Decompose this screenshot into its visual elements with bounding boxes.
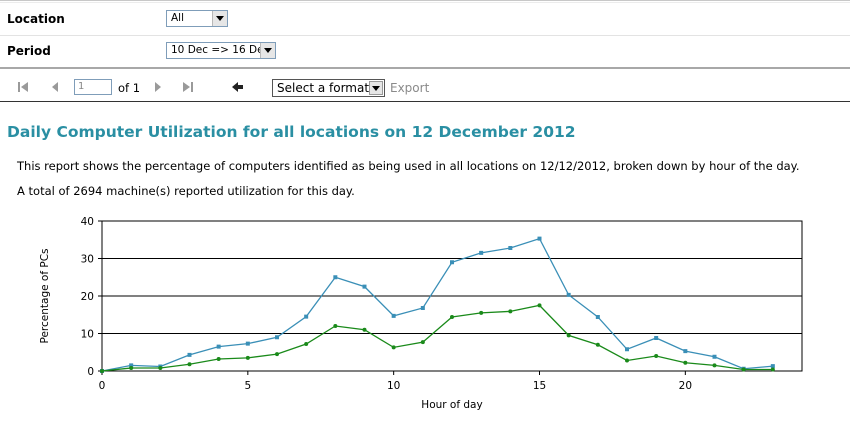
series-2-point	[129, 366, 134, 370]
report-title: Daily Computer Utilization for all locat…	[7, 123, 576, 141]
y-tick-label: 20	[81, 291, 94, 303]
series-1-point	[362, 284, 367, 289]
series-2-point	[741, 367, 746, 372]
series-1-point	[683, 349, 688, 354]
series-1-point	[216, 344, 221, 349]
x-tick-label: 5	[244, 380, 251, 392]
series-2-point	[625, 358, 629, 363]
x-tick-label: 15	[533, 380, 546, 392]
series-2-point	[450, 315, 454, 319]
series-1-point	[304, 314, 309, 319]
series-2-point	[333, 324, 338, 328]
x-tick-label: 0	[99, 380, 106, 392]
y-tick-label: 10	[81, 329, 94, 341]
series-1-point	[566, 292, 571, 297]
series-1-point	[450, 260, 454, 265]
series-2-point	[304, 342, 309, 346]
y-axis-label: Percentage of PCs	[39, 249, 51, 344]
export-link[interactable]: Export	[390, 81, 430, 95]
series-2-point	[508, 309, 513, 314]
back-to-parent-icon[interactable]	[231, 81, 245, 93]
series-1-point	[712, 354, 717, 359]
report-description: This report shows the percentage of comp…	[17, 159, 800, 173]
series-1-point	[187, 352, 192, 357]
series-2-point	[100, 369, 104, 373]
location-select[interactable]: All	[166, 10, 228, 27]
period-select[interactable]: 10 Dec => 16 Dec	[166, 42, 276, 59]
series-1-point	[391, 313, 396, 318]
top-border	[0, 0, 850, 3]
previous-page-icon[interactable]	[49, 81, 63, 93]
y-tick-label: 30	[81, 254, 94, 266]
series-2-point	[245, 355, 250, 360]
first-page-icon[interactable]	[17, 81, 31, 93]
series-1-point	[245, 341, 250, 346]
period-label: Period	[7, 44, 51, 58]
utilization-chart: 0 10 20 30 40 0 5 10 15 20 Hour of day Percentage o…	[39, 216, 803, 411]
parameter-row-period: Period 10 Dec => 16 Dec	[0, 36, 850, 67]
series-2-point	[595, 342, 600, 347]
series-2-point	[712, 363, 717, 368]
x-tick-label: 10	[387, 380, 400, 392]
series-1-point	[275, 335, 279, 340]
page-count-label: of 1	[118, 81, 141, 95]
x-axis-label: Hour of day	[421, 399, 482, 411]
export-format-select[interactable]: Select a format	[272, 79, 385, 97]
series-2-point	[275, 352, 279, 357]
report-toolbar: 1 of 1 Select a format Export	[0, 69, 850, 102]
period-select-value: 10 Dec => 16 Dec	[171, 44, 270, 56]
series-1-point	[508, 246, 513, 250]
series-2-point	[479, 310, 484, 315]
series-2-point	[654, 354, 659, 358]
series-1-line	[101, 237, 773, 372]
location-select-value: All	[171, 12, 185, 24]
series-2-point	[391, 345, 396, 350]
series-1-point	[129, 363, 134, 368]
y-tick-label: 40	[81, 216, 94, 228]
series-1-point	[654, 336, 659, 340]
series-2-point	[770, 367, 775, 372]
series-2-point	[566, 333, 571, 338]
chevron-down-icon[interactable]	[369, 81, 383, 95]
series-1-point	[537, 236, 542, 241]
series-1-point	[595, 315, 600, 319]
last-page-icon[interactable]	[181, 81, 195, 93]
series-1-point	[333, 275, 338, 280]
series-2-point	[158, 366, 163, 370]
series-2-point	[420, 340, 425, 345]
y-tick-label: 0	[87, 366, 94, 378]
toolbar-separator	[0, 67, 850, 69]
page-number-input[interactable]: 1	[74, 79, 112, 95]
export-format-value: Select a format	[277, 81, 370, 95]
series-1-point	[420, 306, 425, 310]
series-2-point	[683, 360, 688, 365]
series-2-point	[537, 303, 542, 308]
series-2-point	[187, 362, 192, 367]
series-2-point	[362, 327, 367, 332]
series-1-point	[625, 347, 629, 352]
series-2-line	[101, 304, 773, 372]
location-label: Location	[7, 12, 65, 26]
next-page-icon[interactable]	[151, 81, 165, 93]
series-2-point	[216, 357, 221, 361]
chevron-down-icon[interactable]	[260, 43, 275, 58]
parameter-row-location: Location All	[0, 4, 850, 36]
report-total: A total of 2694 machine(s) reported util…	[17, 184, 355, 198]
chevron-down-icon[interactable]	[212, 11, 227, 26]
series-1-point	[479, 250, 484, 255]
series-1-point	[770, 364, 775, 369]
x-tick-label: 20	[679, 380, 692, 392]
